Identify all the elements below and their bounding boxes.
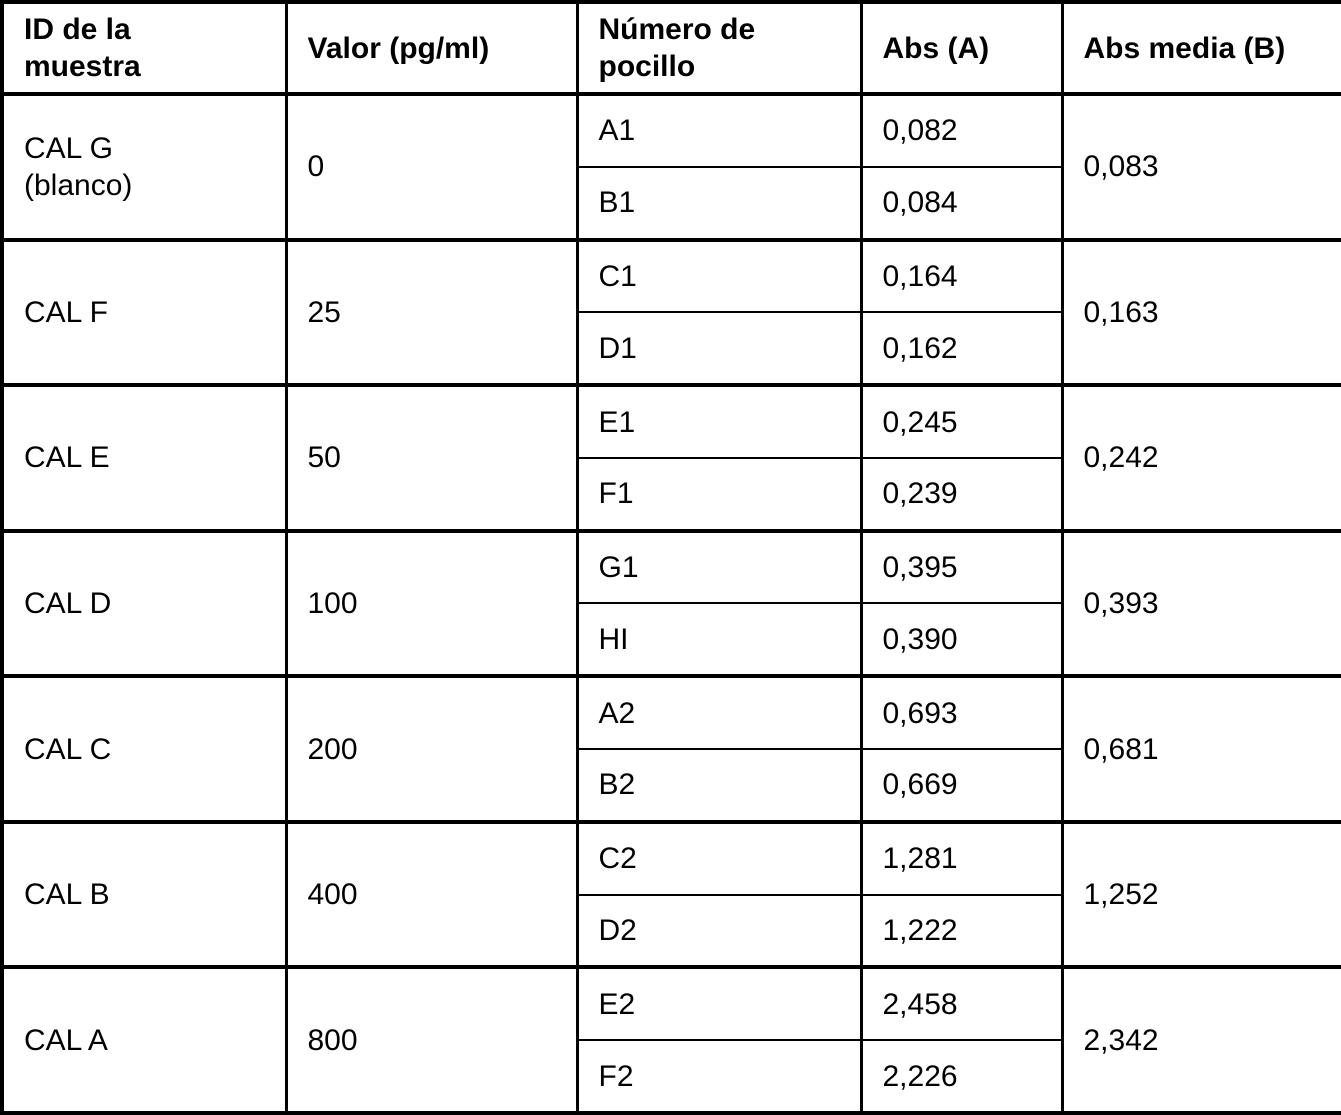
- value-cell: 0: [284, 92, 579, 241]
- well-cell: A1: [575, 92, 863, 168]
- abs-mean-cell: 0,393: [1060, 528, 1341, 678]
- well-cell: C1: [575, 237, 863, 314]
- abs-cell: 0,164: [859, 237, 1064, 314]
- table-row: CAL F 25 C1 0,164 0,163: [0, 237, 1341, 387]
- header-abs: Abs (A): [859, 1, 1064, 96]
- well-cell: HI: [575, 602, 863, 678]
- sample-id-cell: CAL C: [0, 674, 288, 823]
- abs-cell: 2,458: [859, 965, 1064, 1042]
- table-row: D1 0,162: [2, 311, 1341, 387]
- well-cell: E1: [575, 383, 863, 459]
- abs-cell: 0,669: [859, 748, 1064, 823]
- well-cell: B1: [575, 165, 863, 241]
- table-row: CAL C 200 A2 0,693 0,681: [0, 674, 1341, 823]
- value-cell: 50: [284, 383, 579, 532]
- header-sample-id: ID de la muestra: [0, 1, 288, 96]
- abs-mean-cell: 1,252: [1060, 819, 1341, 969]
- sample-id-cell: CAL G (blanco): [0, 92, 288, 241]
- abs-cell: 0,245: [859, 383, 1064, 459]
- abs-cell: 0,082: [859, 92, 1064, 168]
- value-cell: 200: [284, 674, 579, 823]
- table-row: D2 1,222: [2, 893, 1341, 969]
- well-cell: F1: [575, 456, 863, 532]
- sample-id-cell: CAL D: [0, 528, 288, 678]
- abs-cell: 0,162: [859, 311, 1064, 387]
- abs-mean-cell: 0,242: [1060, 383, 1341, 532]
- value-cell: 400: [284, 819, 579, 969]
- abs-cell: 2,226: [859, 1039, 1064, 1114]
- table-row: HI 0,390: [2, 602, 1341, 678]
- abs-mean-cell: 0,163: [1060, 237, 1341, 387]
- table-row: CAL B 400 C2 1,281 1,252: [0, 819, 1341, 969]
- table-row: CAL D 100 G1 0,395 0,393: [0, 528, 1341, 678]
- well-cell: A2: [575, 674, 863, 751]
- abs-cell: 1,281: [859, 819, 1064, 896]
- table-row: CAL A 800 E2 2,458 2,342: [0, 965, 1341, 1114]
- table-row: CAL E 50 E1 0,245 0,242: [0, 383, 1341, 532]
- header-abs-mean: Abs media (B): [1060, 1, 1341, 96]
- value-cell: 100: [284, 528, 579, 678]
- abs-cell: 0,390: [859, 602, 1064, 678]
- table-row: CAL G (blanco) 0 A1 0,082 0,083: [0, 92, 1341, 241]
- header-well-number: Número de pocillo: [575, 1, 863, 96]
- abs-mean-cell: 2,342: [1060, 965, 1341, 1114]
- value-cell: 800: [284, 965, 579, 1114]
- abs-mean-cell: 0,083: [1060, 92, 1341, 241]
- table-row: B1 0,084: [2, 165, 1341, 241]
- abs-cell: 0,395: [859, 528, 1064, 605]
- well-cell: D1: [575, 311, 863, 387]
- well-cell: B2: [575, 748, 863, 823]
- abs-cell: 0,239: [859, 456, 1064, 532]
- well-cell: D2: [575, 893, 863, 969]
- sample-id-cell: CAL E: [0, 383, 288, 532]
- table-header-row: ID de la muestra Valor (pg/ml) Número de…: [0, 1, 1341, 96]
- well-cell: F2: [575, 1039, 863, 1114]
- sample-id-cell: CAL B: [0, 819, 288, 969]
- abs-cell: 0,084: [859, 165, 1064, 241]
- header-value: Valor (pg/ml): [284, 1, 579, 96]
- well-cell: C2: [575, 819, 863, 896]
- sample-id-cell: CAL F: [0, 237, 288, 387]
- abs-cell: 0,693: [859, 674, 1064, 751]
- table-row: F1 0,239: [2, 456, 1341, 532]
- well-cell: E2: [575, 965, 863, 1042]
- table-row: F2 2,226: [2, 1039, 1341, 1114]
- well-cell: G1: [575, 528, 863, 605]
- abs-mean-cell: 0,681: [1060, 674, 1341, 823]
- abs-cell: 1,222: [859, 893, 1064, 969]
- table-row: B2 0,669: [2, 748, 1341, 823]
- sample-id-cell: CAL A: [0, 965, 288, 1114]
- value-cell: 25: [284, 237, 579, 387]
